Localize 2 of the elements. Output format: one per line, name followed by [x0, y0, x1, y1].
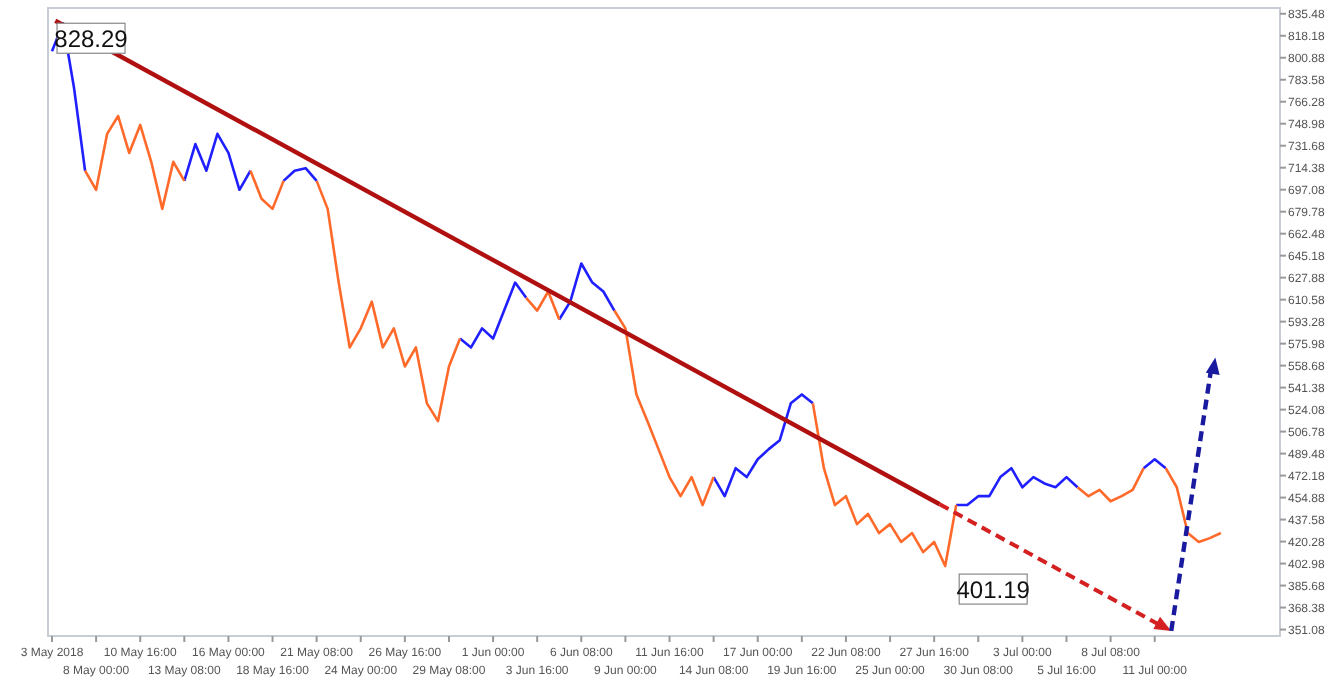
annotation: 828.29 — [54, 25, 129, 54]
annotation: 401.19 — [956, 576, 1031, 605]
